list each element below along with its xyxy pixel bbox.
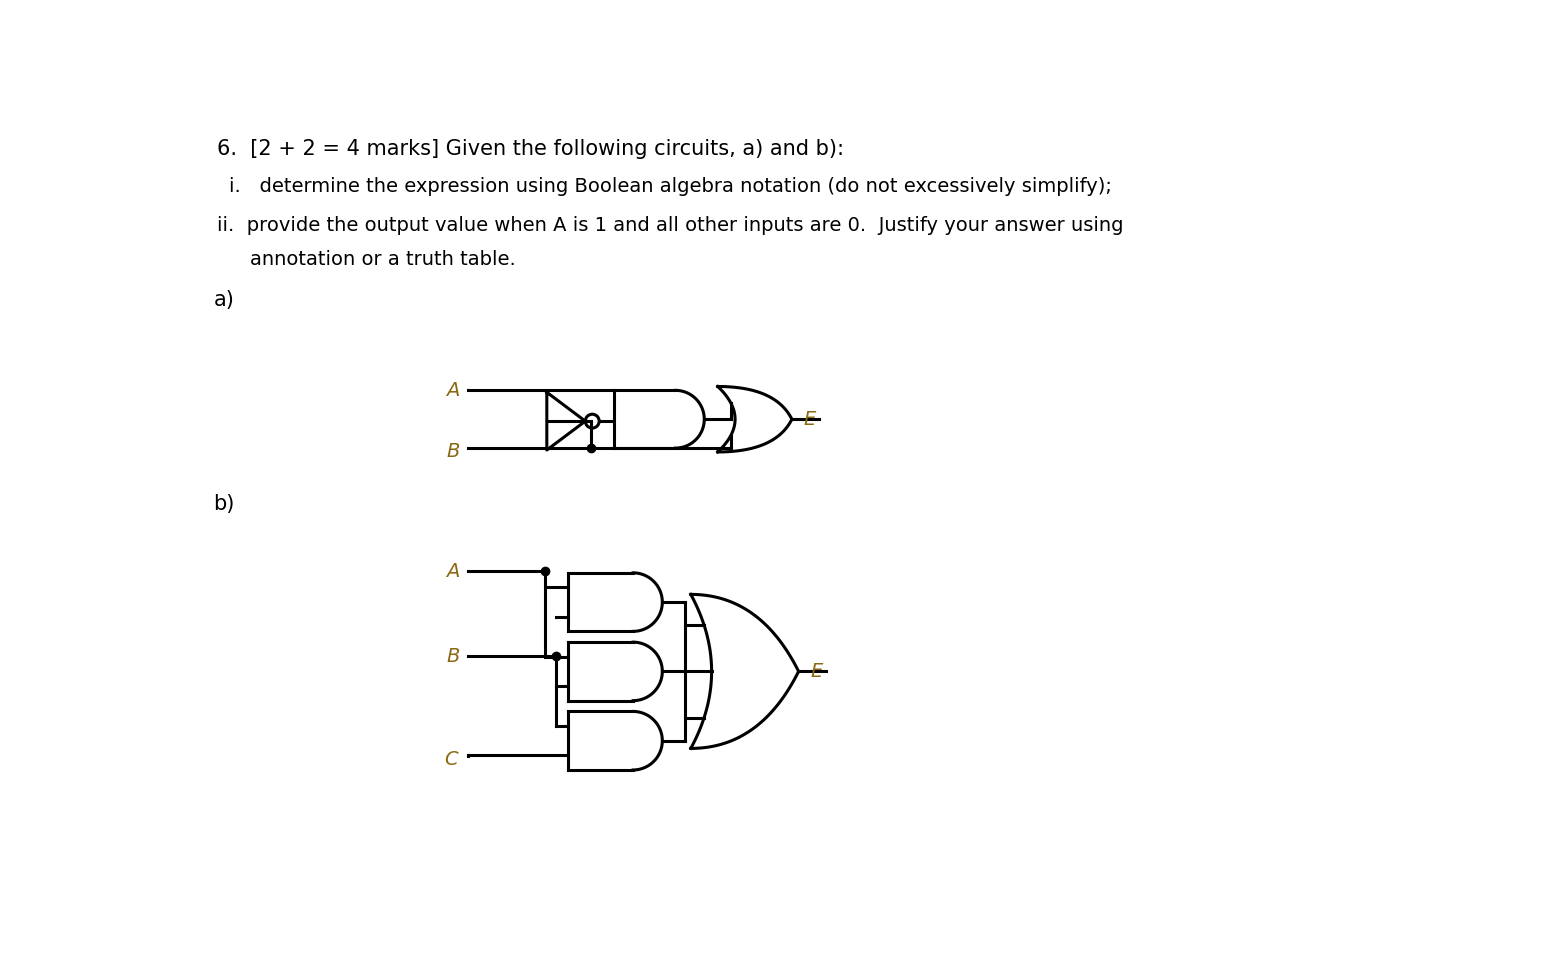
Text: ii.  provide the output value when A is 1 and all other inputs are 0.  Justify y: ii. provide the output value when A is 1…: [217, 215, 1124, 235]
Text: b): b): [213, 494, 235, 514]
Text: $A$: $A$: [444, 562, 460, 581]
Text: $C$: $C$: [444, 751, 460, 769]
Text: $E$: $E$: [811, 662, 825, 681]
Text: a): a): [213, 291, 235, 310]
Text: i.   determine the expression using Boolean algebra notation (do not excessively: i. determine the expression using Boolea…: [228, 177, 1112, 196]
Text: $E$: $E$: [803, 410, 818, 429]
Text: $B$: $B$: [446, 646, 460, 666]
Text: $A$: $A$: [444, 381, 460, 400]
Text: $B$: $B$: [446, 443, 460, 461]
Text: annotation or a truth table.: annotation or a truth table.: [250, 251, 516, 269]
Text: 6.  [2 + 2 = 4 marks] Given the following circuits, a) and b):: 6. [2 + 2 = 4 marks] Given the following…: [217, 138, 845, 159]
